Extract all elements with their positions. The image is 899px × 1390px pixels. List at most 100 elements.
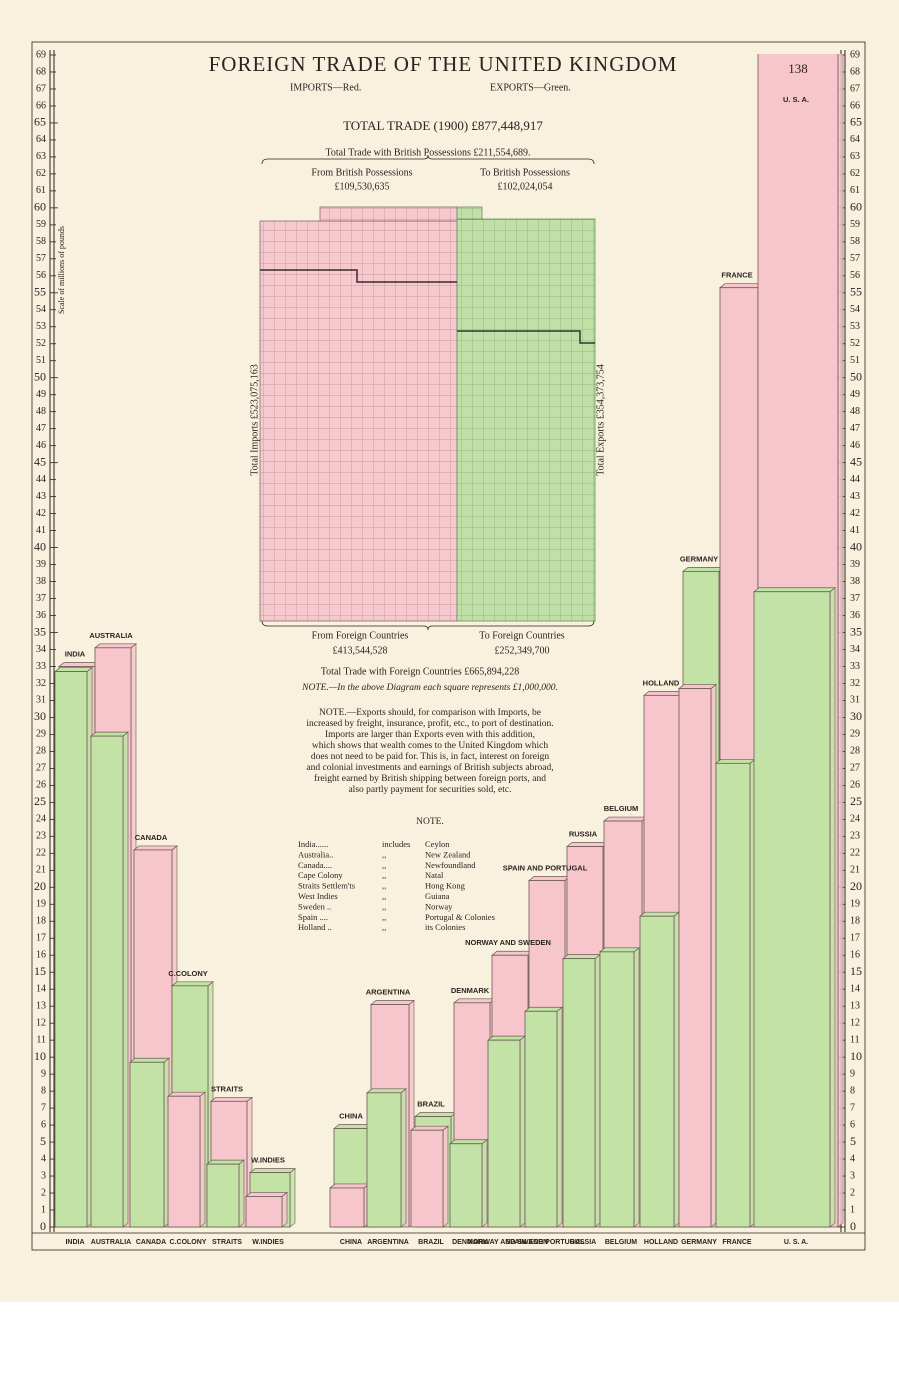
y-tick-label: 57 [36,253,46,264]
y-tick-label: 40 [34,539,46,553]
legend-imports: IMPORTS—Red. [290,82,361,93]
y-tick-label-right: 0 [850,1219,856,1233]
y-tick-label: 68 [36,66,46,77]
y-tick-label: 42 [36,508,46,519]
bar-side [238,1159,245,1228]
bar [639,915,675,1228]
x-tick-label: BRAZIL [418,1239,444,1246]
y-tick-label-right: 34 [850,644,860,655]
note-cell: Ceylon [425,839,450,849]
y-tick-label-right: 65 [850,115,862,129]
bar-top [562,954,601,959]
y-tick-label: 24 [36,814,46,825]
bar [487,1039,521,1228]
bar [715,762,751,1228]
y-tick-label-right: 14 [850,983,860,994]
note-heading: NOTE. [416,817,444,827]
note-cell: ,, [382,922,386,932]
y-tick-label-right: 7 [850,1102,855,1113]
x-tick-label: CANADA [136,1239,166,1246]
y-tick-label: 54 [36,304,46,315]
division-line [457,330,595,344]
y-tick-label: 5 [40,1134,46,1148]
bar-group [524,1006,563,1228]
note-cell: Straits Settlem'ts [298,881,355,891]
note-line: Imports are larger than Exports even wit… [325,730,535,740]
y-tick-label: 35 [34,624,46,638]
note-cell: its Colonies [425,922,465,932]
y-tick-label: 65 [34,115,46,129]
y-axis-label: Scale of millions of pounds [57,226,66,314]
category-top-label: CANADA [135,833,168,842]
bar-top [206,1159,245,1165]
bar-side [281,1191,288,1228]
y-tick-label: 69 [36,49,46,60]
note-cell: ,, [382,891,386,901]
x-tick-label: C.COLONY [170,1239,207,1246]
category-top-label: U. S. A. [783,95,809,104]
y-tick-label-right: 43 [850,491,860,502]
y-tick-label-right: 24 [850,814,860,825]
bar-top [245,1192,288,1197]
note-cell: India...... [298,839,328,849]
y-tick-label-right: 11 [850,1034,860,1045]
bar-side [481,1139,488,1228]
bar-top [599,947,640,953]
y-tick-label-right: 29 [850,729,860,740]
y-tick-label: 53 [36,321,46,332]
bar-group [129,1057,170,1228]
y-tick-label-right: 25 [850,794,862,808]
to-foreign: To Foreign Countries [479,630,565,641]
bar-top [715,758,756,764]
y-tick-label-right: 55 [850,285,862,299]
note-cell: ,, [382,881,386,891]
bar-top [410,1125,449,1131]
frame [31,41,866,1251]
bar-top [167,1091,206,1097]
bar-top [682,567,725,572]
bar-group [54,666,93,1228]
y-tick-label-right: 64 [850,134,860,145]
bar-group [167,1091,206,1228]
y-tick-label-right: 50 [850,369,862,383]
y-tick-label: 25 [34,794,46,808]
y-tick-label-right: 51 [850,355,860,366]
y-tick-label-right: 47 [850,423,860,434]
y-tick-label-right: 37 [850,593,860,604]
y-tick-label-right: 27 [850,763,860,774]
bar-side [556,1006,563,1228]
category-top-label: INDIA [65,649,86,658]
square-note: NOTE.—In the above Diagram each square r… [301,683,558,693]
y-tick-label: 37 [36,593,46,604]
y-tick-label: 67 [36,83,46,94]
bar-top [366,1088,407,1094]
y-tick-label: 28 [36,746,46,757]
y-tick-label-right: 56 [850,270,860,281]
bar-top [90,731,129,737]
note-cell: ,, [382,912,386,922]
total-trade: TOTAL TRADE (1900) £877,448,917 [343,118,543,133]
y-tick-label: 10 [34,1049,46,1063]
bar [599,951,635,1228]
y-tick-label-right: 10 [850,1049,862,1063]
category-top-label: FRANCE [721,271,752,280]
y-tick-label-right: 69 [850,49,860,60]
y-tick-label: 47 [36,423,46,434]
category-top-label: AUSTRALIA [89,631,133,640]
bar-top [603,816,648,822]
bar-top [524,1006,563,1012]
category-top-label: C.COLONY [168,969,208,978]
y-tick-label: 0 [40,1219,46,1233]
x-tick-label: INDIA [65,1239,84,1246]
bar-group [715,758,756,1228]
y-tick-label: 46 [36,440,46,451]
y-tick-label: 8 [41,1085,46,1096]
y-tick-label-right: 23 [850,831,860,842]
y-tick-label-right: 4 [850,1153,855,1164]
note-table: India...... includes Ceylon Australia..,, Ne… [298,839,495,932]
y-tick-label: 31 [36,695,46,706]
bar-top [133,845,178,851]
x-tick-label: CHINA [340,1239,362,1246]
title: FOREIGN TRADE OF THE UNITED KINGDOM [209,52,678,76]
y-tick-label: 19 [36,899,46,910]
